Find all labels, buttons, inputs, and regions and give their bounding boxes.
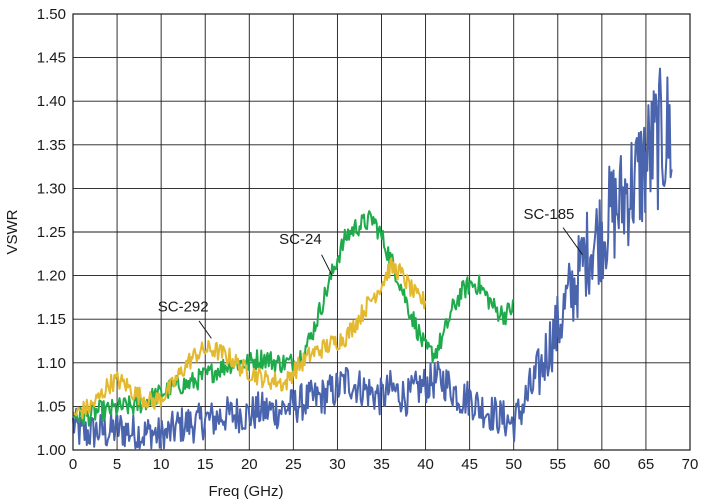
y-tick-label: 1.20 [37, 268, 66, 285]
y-tick-label: 1.50 [37, 6, 66, 23]
y-tick-label: 1.10 [37, 355, 66, 372]
x-tick-labels: 0 5 10 15 20 25 30 35 40 45 50 55 60 65 70 [69, 456, 699, 473]
annotation-leader-line [562, 227, 583, 255]
annotations: SC-185 SC-24 SC-292 [158, 206, 583, 339]
x-tick-label: 0 [69, 456, 77, 473]
plot-frame [72, 13, 691, 451]
x-axis-label: Freq (GHz) [209, 483, 284, 500]
x-tick-label: 10 [153, 456, 170, 473]
series-line-sc-292 [72, 257, 427, 420]
y-tick-label: 1.30 [37, 180, 66, 197]
y-tick-label: 1.45 [37, 50, 66, 67]
y-tick-label: 1.00 [37, 442, 66, 459]
y-tick-label: 1.35 [37, 137, 66, 154]
y-tick-label: 1.25 [37, 224, 66, 241]
x-tick-label: 55 [549, 456, 566, 473]
annotation-leader-line [321, 254, 333, 276]
x-tick-label: 40 [417, 456, 434, 473]
y-tick-label: 1.15 [37, 311, 66, 328]
x-tick-label: 5 [113, 456, 121, 473]
x-tick-label: 60 [594, 456, 611, 473]
y-tick-labels: 1.00 1.05 1.10 1.15 1.20 1.25 1.30 1.35 1.40 1.45… [37, 6, 66, 459]
x-tick-label: 15 [197, 456, 214, 473]
series-line-sc-185 [72, 67, 673, 450]
x-tick-label: 20 [241, 456, 258, 473]
x-tick-label: 35 [373, 456, 390, 473]
y-axis-label: VSWR [4, 209, 21, 254]
annotation-leader-line [198, 320, 212, 339]
series-label-sc-24: SC-24 [279, 231, 322, 248]
x-tick-label: 45 [461, 456, 478, 473]
x-tick-label: 30 [329, 456, 346, 473]
series-label-sc-292: SC-292 [158, 298, 209, 315]
series-layer [72, 67, 673, 450]
x-tick-label: 50 [505, 456, 522, 473]
x-tick-label: 65 [638, 456, 655, 473]
x-tick-label: 70 [682, 456, 699, 473]
x-tick-label: 25 [285, 456, 302, 473]
y-tick-label: 1.05 [37, 398, 66, 415]
y-tick-label: 1.40 [37, 93, 66, 110]
series-label-sc-185: SC-185 [524, 206, 575, 223]
